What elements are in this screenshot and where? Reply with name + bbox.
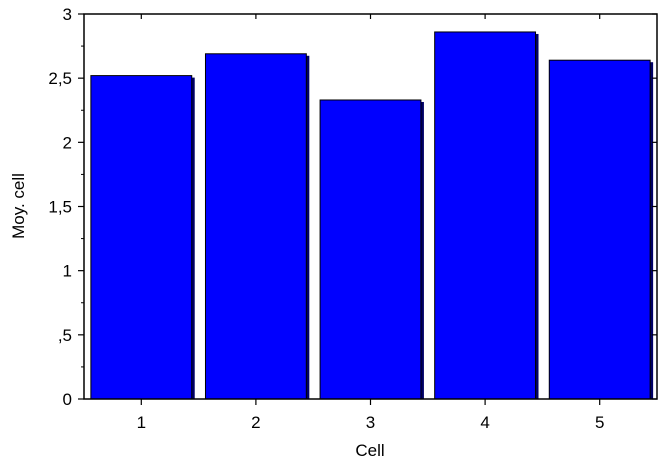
bars-group xyxy=(90,31,654,400)
ticks-group: 0 ,5 1 1,5 2 2,5 3 1 2 3 4 5 xyxy=(48,5,657,432)
x-tick-label: 4 xyxy=(480,413,489,432)
x-tick-label: 2 xyxy=(251,413,260,432)
y-axis-title: Moy. cell xyxy=(9,173,28,239)
x-axis-title: Cell xyxy=(355,441,384,460)
x-tick-label: 1 xyxy=(137,413,146,432)
y-tick-label: 0 xyxy=(63,390,72,409)
bar-2 xyxy=(204,53,307,400)
bar-1 xyxy=(90,75,193,400)
y-tick-label: 1 xyxy=(63,262,72,281)
y-tick-label: 1,5 xyxy=(48,198,72,217)
y-tick-label: 2,5 xyxy=(48,69,72,88)
y-tick-label: ,5 xyxy=(58,326,72,345)
bar-3 xyxy=(319,99,422,400)
bar-5 xyxy=(548,59,651,400)
x-tick-label: 3 xyxy=(366,413,375,432)
x-tick-label: 5 xyxy=(595,413,604,432)
bar-4 xyxy=(434,31,537,400)
y-tick-label: 3 xyxy=(63,5,72,24)
y-tick-label: 2 xyxy=(63,133,72,152)
